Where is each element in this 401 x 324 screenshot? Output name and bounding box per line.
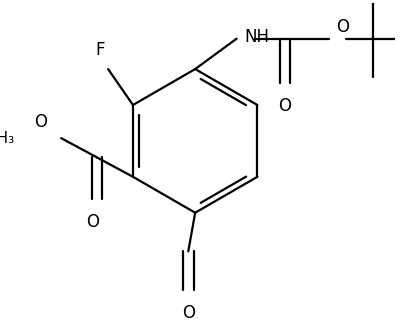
Text: F: F xyxy=(95,41,104,59)
Text: O: O xyxy=(181,304,194,322)
Text: O: O xyxy=(86,213,99,231)
Text: CH₃: CH₃ xyxy=(0,131,14,145)
Text: O: O xyxy=(278,97,291,115)
Text: O: O xyxy=(335,18,348,36)
Text: NH: NH xyxy=(243,28,269,46)
Text: O: O xyxy=(34,113,47,131)
